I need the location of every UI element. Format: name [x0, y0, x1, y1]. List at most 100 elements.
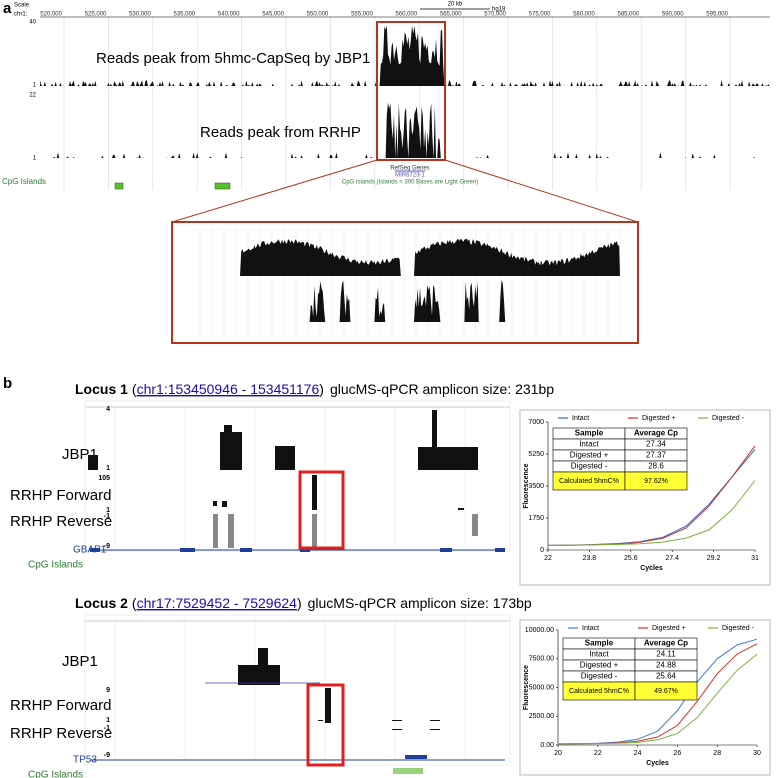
x-axis-title: Cycles	[646, 760, 669, 767]
read-block	[213, 501, 217, 506]
position-label: 580,000	[573, 12, 595, 18]
series-line	[547, 480, 756, 546]
x-tick-label: 26	[674, 750, 682, 757]
x-tick-label: 24	[634, 750, 642, 757]
read-block	[90, 548, 100, 552]
amplicon-size: glucMS-qPCR amplicon size: 173bp	[308, 595, 532, 611]
zoom-panel	[171, 221, 639, 344]
x-tick-label: 29.2	[707, 555, 721, 562]
read-block	[418, 447, 478, 470]
table-text: 28.6	[648, 462, 664, 471]
coverage	[40, 25, 770, 86]
read-block	[495, 548, 505, 552]
read-block	[392, 729, 402, 730]
track-label: JBP1	[62, 653, 98, 670]
position-label: 560,000	[395, 12, 417, 18]
position-label: 555,000	[351, 12, 373, 18]
position-label: 545,000	[262, 12, 284, 18]
read-block	[213, 514, 218, 548]
read-block	[440, 548, 452, 552]
read-block	[458, 508, 464, 510]
legend-label: Intact	[582, 625, 599, 632]
position-label: 550,000	[307, 12, 329, 18]
table-text: 27.37	[646, 451, 667, 460]
series-line	[557, 653, 758, 745]
loci: Locus 1 (chr1:153450946 - 153451176) glucM…	[10, 381, 554, 778]
read-block	[228, 514, 234, 548]
legend-label: Digested +	[642, 415, 676, 422]
x-tick-label: 22	[544, 555, 552, 562]
read-block	[88, 455, 98, 470]
track-name: RefSeq Genes	[390, 166, 429, 172]
track-min: 1	[33, 83, 37, 89]
read-block	[312, 514, 317, 548]
track-scale: 105	[98, 475, 110, 482]
cpg-island	[214, 182, 231, 190]
table-text: 27.34	[646, 440, 667, 449]
position-label: 575,000	[529, 12, 551, 18]
track-scale: 4	[106, 406, 110, 413]
table-text: Digested +	[570, 451, 609, 460]
zoom-line	[171, 159, 378, 223]
locus-header: Locus 1 (chr1:153450946 - 153451176) glucM…	[75, 381, 554, 397]
y-tick-label: 0	[540, 547, 544, 554]
legend-label: Intact	[572, 415, 589, 422]
y-tick-label: 0.00	[540, 742, 554, 749]
position-label: 520,000	[40, 12, 62, 18]
x-tick-label: 25.6	[624, 555, 638, 562]
y-tick-label: 3500	[528, 483, 544, 490]
position-label: 525,000	[85, 12, 107, 18]
x-tick-label: 31	[751, 555, 759, 562]
track-min: 1	[33, 156, 37, 162]
track-max: 40	[29, 20, 36, 26]
highlight-box	[376, 21, 446, 161]
track-scale: 1	[106, 465, 110, 472]
y-tick-label: 2500.00	[529, 713, 554, 720]
position-label: 595,000	[706, 12, 728, 18]
locus-title: Locus 1	[75, 381, 128, 397]
track-label: RRHP Forward	[10, 697, 111, 714]
track-scale: -9	[104, 543, 110, 550]
y-axis-title: Fluorescence	[523, 665, 530, 710]
legend-label: Digested +	[652, 625, 686, 632]
amplicon-size: glucMS-qPCR amplicon size: 231bp	[330, 381, 554, 397]
cpg-label: CpG Islands	[2, 177, 46, 186]
x-tick-label: 20	[554, 750, 562, 757]
paren: )	[297, 595, 302, 611]
charts: 0 1750 3500 5250 7000 22 23.8 25.6 27.4 29.2 31 Cyc…	[519, 409, 771, 776]
table-text: Digested -	[581, 672, 618, 681]
locus-link: chr1:153450946 - 153451176	[137, 381, 320, 397]
zoom-tracks	[199, 228, 621, 338]
read-block	[392, 720, 402, 721]
x-tick-label: 27.4	[665, 555, 679, 562]
locus-title: Locus 2	[75, 595, 128, 611]
table-text: 24.88	[656, 661, 677, 670]
legend-label: Digested -	[712, 415, 745, 422]
chr-label: chr1:	[14, 12, 28, 18]
table-text: 25.64	[656, 672, 677, 681]
gene-label: TP53	[73, 755, 97, 766]
track-scale: -1	[104, 513, 110, 520]
y-tick-label: 7000	[528, 419, 544, 426]
browser-frame	[84, 400, 511, 552]
coverage	[240, 238, 620, 276]
coverage-tracks: 520,000 525,000 530,000 535,000 540,000 545,0…	[40, 12, 770, 190]
table-cell	[634, 681, 698, 701]
track-annotation: Reads peak from RRHP	[200, 124, 361, 141]
track-name: CpG Islands (Islands < 300 Bases are Lig…	[342, 180, 478, 186]
highlight-box	[306, 683, 345, 767]
read-block	[432, 410, 437, 447]
position-label: 530,000	[129, 12, 151, 18]
y-axis-title: Fluorescence	[523, 463, 530, 508]
table-text: 97.62%	[644, 478, 668, 485]
scale-label: Scale	[14, 3, 30, 9]
zoom-line	[444, 159, 639, 223]
x-tick-label: 23.8	[583, 555, 597, 562]
track-label: RRHP Reverse	[10, 513, 112, 530]
track-label: RRHP Reverse	[10, 725, 112, 742]
table-text: 49.67%	[654, 688, 678, 695]
read-block	[393, 768, 423, 774]
locus-header: Locus 2 (chr17:7529452 - 7529624) glucMS-q…	[75, 595, 532, 611]
locus-link: chr17:7529452 - 7529624	[137, 595, 298, 611]
read-block	[220, 432, 242, 470]
